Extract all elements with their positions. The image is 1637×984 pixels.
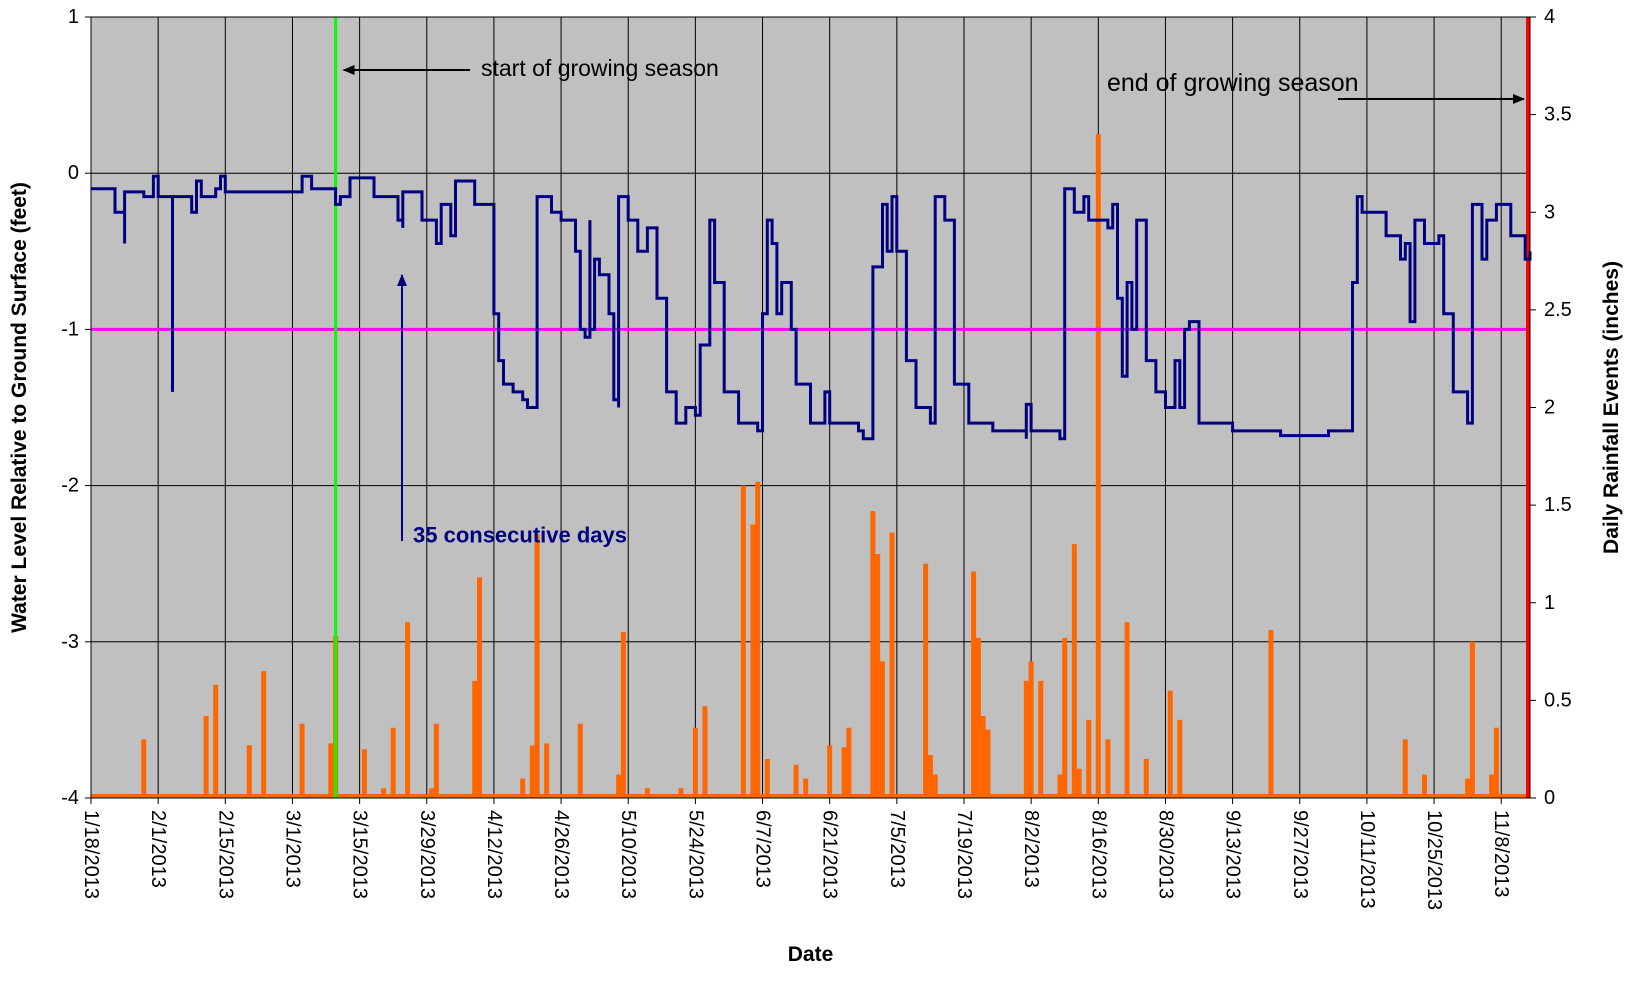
x-tick-label: 5/10/2013 — [617, 810, 639, 899]
y-right-tick-label: 0.5 — [1544, 689, 1572, 711]
x-tick-label: 8/2/2013 — [1020, 810, 1042, 888]
consecutive-annotation: 35 consecutive days — [413, 523, 627, 548]
y-axis-left-label: Water Level Relative to Ground Surface (… — [8, 182, 31, 633]
water-level-series — [91, 174, 1532, 441]
x-tick-label: 1/18/2013 — [80, 810, 102, 899]
end-annotation: end of growing season — [1107, 69, 1359, 97]
x-tick-label: 5/24/2013 — [684, 810, 706, 899]
start-annotation: start of growing season — [481, 55, 719, 81]
y-right-tick-label: 1 — [1544, 592, 1555, 614]
y-left-tick-label: -1 — [61, 318, 79, 340]
y-right-tick-label: 2.5 — [1544, 299, 1572, 321]
x-tick-label: 10/25/2013 — [1423, 810, 1445, 910]
x-axis-label: Date — [788, 943, 834, 966]
x-tick-label: 10/11/2013 — [1356, 810, 1378, 909]
x-tick-label: 8/30/2013 — [1154, 810, 1176, 899]
x-tick-label: 4/12/2013 — [483, 810, 505, 899]
axis-ticks: 1/18/2013 2/1/2013 2/15/2013 3/1/2013 3/15/2… — [61, 6, 1572, 910]
x-tick-label: 4/26/2013 — [550, 810, 572, 899]
y-right-tick-label: 0 — [1544, 787, 1555, 809]
x-tick-label: 6/7/2013 — [752, 810, 774, 888]
y-left-tick-label: 0 — [68, 162, 79, 184]
y-right-tick-label: 3.5 — [1544, 104, 1572, 126]
x-tick-label: 3/29/2013 — [416, 810, 438, 899]
y-axis-right-label: Daily Rainfall Events (inches) — [1600, 261, 1623, 554]
rainfall-series — [91, 134, 1530, 798]
x-tick-label: 6/21/2013 — [819, 810, 841, 899]
x-tick-label: 8/16/2013 — [1087, 810, 1109, 899]
x-tick-label: 9/13/2013 — [1222, 810, 1244, 899]
x-tick-label: 3/15/2013 — [349, 810, 371, 899]
x-tick-label: 9/27/2013 — [1289, 810, 1311, 899]
y-left-tick-label: -2 — [61, 475, 79, 497]
x-tick-label: 2/1/2013 — [147, 810, 169, 888]
y-left-tick-label: -3 — [61, 631, 79, 653]
y-right-tick-label: 1.5 — [1544, 494, 1572, 516]
x-tick-label: 2/15/2013 — [214, 810, 236, 899]
x-tick-label: 7/5/2013 — [886, 810, 908, 888]
y-right-tick-label: 2 — [1544, 397, 1555, 419]
x-tick-label: 11/8/2013 — [1490, 810, 1512, 898]
x-tick-label: 7/19/2013 — [953, 810, 975, 899]
annotations: start of growing season end of growing s… — [342, 55, 1525, 548]
y-right-tick-label: 3 — [1544, 201, 1555, 223]
x-tick-label: 3/1/2013 — [281, 810, 303, 888]
y-left-tick-label: 1 — [68, 6, 79, 28]
y-right-tick-label: 4 — [1544, 6, 1555, 28]
y-left-tick-label: -4 — [61, 787, 79, 809]
